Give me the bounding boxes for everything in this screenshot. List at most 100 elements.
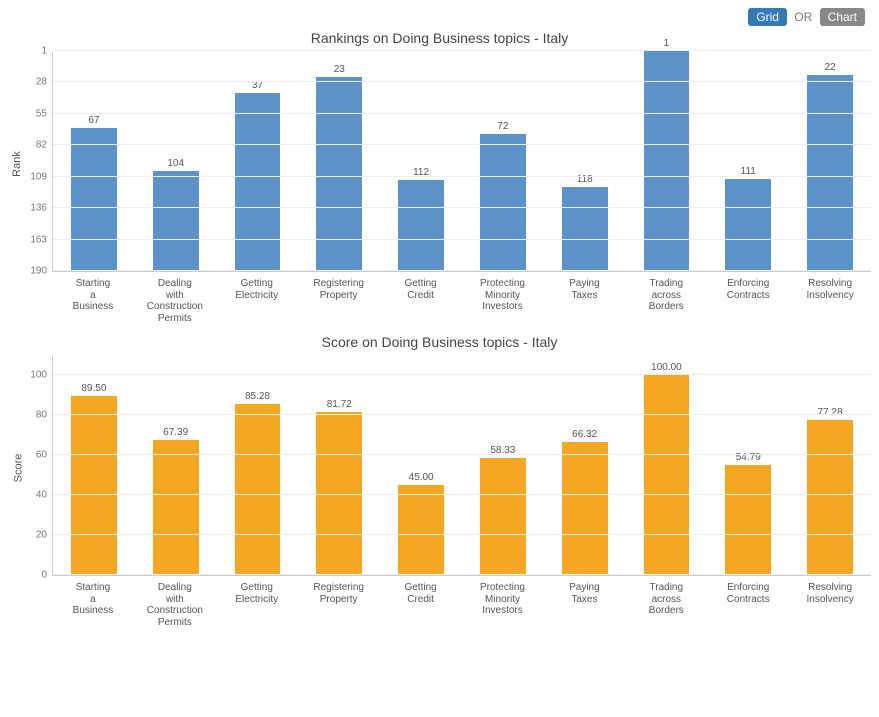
gridline bbox=[53, 374, 871, 375]
gridline bbox=[53, 207, 871, 208]
gridline bbox=[53, 113, 871, 114]
y-tick-label: 40 bbox=[36, 490, 53, 501]
bar-value-label: 66.32 bbox=[562, 429, 608, 440]
score-chart: Score on Doing Business topics - Italy S… bbox=[8, 334, 871, 628]
bar[interactable]: 89.50 bbox=[71, 396, 117, 575]
bar-slot: 85.28 bbox=[217, 356, 299, 575]
gridline bbox=[53, 176, 871, 177]
bar[interactable]: 22 bbox=[807, 75, 853, 271]
bar[interactable]: 37 bbox=[235, 93, 281, 271]
y-tick-label: 1 bbox=[41, 46, 53, 57]
x-category-label: StartingaBusiness bbox=[52, 576, 134, 628]
bar[interactable]: 118 bbox=[562, 187, 608, 271]
score-chart-title: Score on Doing Business topics - Italy bbox=[8, 334, 871, 350]
bar-value-label: 1 bbox=[644, 38, 690, 49]
bar-slot: 67.39 bbox=[135, 356, 217, 575]
bar-slot: 45.00 bbox=[380, 356, 462, 575]
y-tick-label: 80 bbox=[36, 410, 53, 421]
x-category-label: GettingElectricity bbox=[216, 576, 298, 628]
x-category-label: GettingCredit bbox=[380, 576, 462, 628]
gridline bbox=[53, 414, 871, 415]
bar[interactable]: 54.79 bbox=[725, 465, 771, 575]
y-tick-label: 20 bbox=[36, 530, 53, 541]
y-tick-label: 0 bbox=[41, 570, 53, 581]
bar-value-label: 67.39 bbox=[153, 427, 199, 438]
bar[interactable]: 67.39 bbox=[153, 440, 199, 575]
bar[interactable]: 67 bbox=[71, 128, 117, 271]
x-category-label: PayingTaxes bbox=[543, 272, 625, 324]
score-chart-ylabel: Score bbox=[12, 454, 24, 483]
bar[interactable]: 23 bbox=[316, 77, 362, 271]
x-category-label: DealingwithConstructionPermits bbox=[134, 272, 216, 324]
gridline bbox=[53, 239, 871, 240]
y-tick-label: 163 bbox=[30, 234, 53, 245]
rank-chart-xlabels: StartingaBusinessDealingwithConstruction… bbox=[52, 272, 871, 324]
y-tick-label: 136 bbox=[30, 203, 53, 214]
bar[interactable]: 66.32 bbox=[562, 442, 608, 575]
y-tick-label: 82 bbox=[36, 140, 53, 151]
bar[interactable]: 45.00 bbox=[398, 485, 444, 575]
bar-value-label: 89.50 bbox=[71, 383, 117, 394]
bar[interactable]: 100.00 bbox=[644, 375, 690, 575]
gridline bbox=[53, 574, 871, 575]
x-category-label: GettingCredit bbox=[380, 272, 462, 324]
bar-value-label: 67 bbox=[71, 115, 117, 126]
chart-toggle-button[interactable]: Chart bbox=[820, 8, 865, 26]
bar[interactable]: 72 bbox=[480, 134, 526, 271]
score-chart-plot: 89.50 67.39 85.28 81.72 45.00 58.33 66.32 100.0… bbox=[52, 356, 871, 576]
y-tick-label: 28 bbox=[36, 77, 53, 88]
rank-chart: Rankings on Doing Business topics - Ital… bbox=[8, 30, 871, 324]
bar-slot: 81.72 bbox=[298, 356, 380, 575]
bar-value-label: 22 bbox=[807, 62, 853, 73]
bar-slot: 58.33 bbox=[462, 356, 544, 575]
x-category-label: ResolvingInsolvency bbox=[789, 272, 871, 324]
x-category-label: RegisteringProperty bbox=[298, 576, 380, 628]
bar-value-label: 81.72 bbox=[316, 399, 362, 410]
toggle-separator: OR bbox=[794, 10, 812, 24]
bar[interactable]: 104 bbox=[153, 171, 199, 271]
bar[interactable]: 58.33 bbox=[480, 458, 526, 575]
gridline bbox=[53, 81, 871, 82]
x-category-label: ProtectingMinorityInvestors bbox=[462, 576, 544, 628]
x-category-label: EnforcingContracts bbox=[707, 272, 789, 324]
y-tick-label: 55 bbox=[36, 108, 53, 119]
x-category-label: StartingaBusiness bbox=[52, 272, 134, 324]
x-category-label: ProtectingMinorityInvestors bbox=[462, 272, 544, 324]
gridline bbox=[53, 534, 871, 535]
bar[interactable]: 77.28 bbox=[807, 420, 853, 575]
bar[interactable]: 85.28 bbox=[235, 404, 281, 575]
bar-value-label: 23 bbox=[316, 64, 362, 75]
bar-slot: 66.32 bbox=[544, 356, 626, 575]
rank-chart-ylabel: Rank bbox=[11, 151, 23, 177]
x-category-label: DealingwithConstructionPermits bbox=[134, 576, 216, 628]
x-category-label: PayingTaxes bbox=[543, 576, 625, 628]
bar-slot: 89.50 bbox=[53, 356, 135, 575]
x-category-label: GettingElectricity bbox=[216, 272, 298, 324]
bar-value-label: 100.00 bbox=[644, 362, 690, 373]
x-category-label: EnforcingContracts bbox=[707, 576, 789, 628]
grid-toggle-button[interactable]: Grid bbox=[748, 8, 787, 26]
bar[interactable]: 111 bbox=[725, 179, 771, 271]
y-tick-label: 109 bbox=[30, 171, 53, 182]
x-category-label: TradingacrossBorders bbox=[625, 576, 707, 628]
y-tick-label: 100 bbox=[30, 370, 53, 381]
bar-value-label: 72 bbox=[480, 121, 526, 132]
bar-slot: 54.79 bbox=[707, 356, 789, 575]
bar-value-label: 45.00 bbox=[398, 472, 444, 483]
x-category-label: RegisteringProperty bbox=[298, 272, 380, 324]
gridline bbox=[53, 50, 871, 51]
gridline bbox=[53, 144, 871, 145]
y-tick-label: 190 bbox=[30, 266, 53, 277]
x-category-label: ResolvingInsolvency bbox=[789, 576, 871, 628]
bar-slot: 100.00 bbox=[626, 356, 708, 575]
bar[interactable]: 112 bbox=[398, 180, 444, 271]
bar-value-label: 85.28 bbox=[235, 391, 281, 402]
view-toggle: Grid OR Chart bbox=[8, 8, 871, 26]
rank-chart-title: Rankings on Doing Business topics - Ital… bbox=[8, 30, 871, 46]
score-chart-xlabels: StartingaBusinessDealingwithConstruction… bbox=[52, 576, 871, 628]
gridline bbox=[53, 494, 871, 495]
gridline bbox=[53, 454, 871, 455]
bar-slot: 77.28 bbox=[789, 356, 871, 575]
bar-value-label: 77.28 bbox=[807, 407, 853, 418]
rank-chart-plot: 67104372311272118111122 1285582109136163… bbox=[52, 52, 871, 272]
